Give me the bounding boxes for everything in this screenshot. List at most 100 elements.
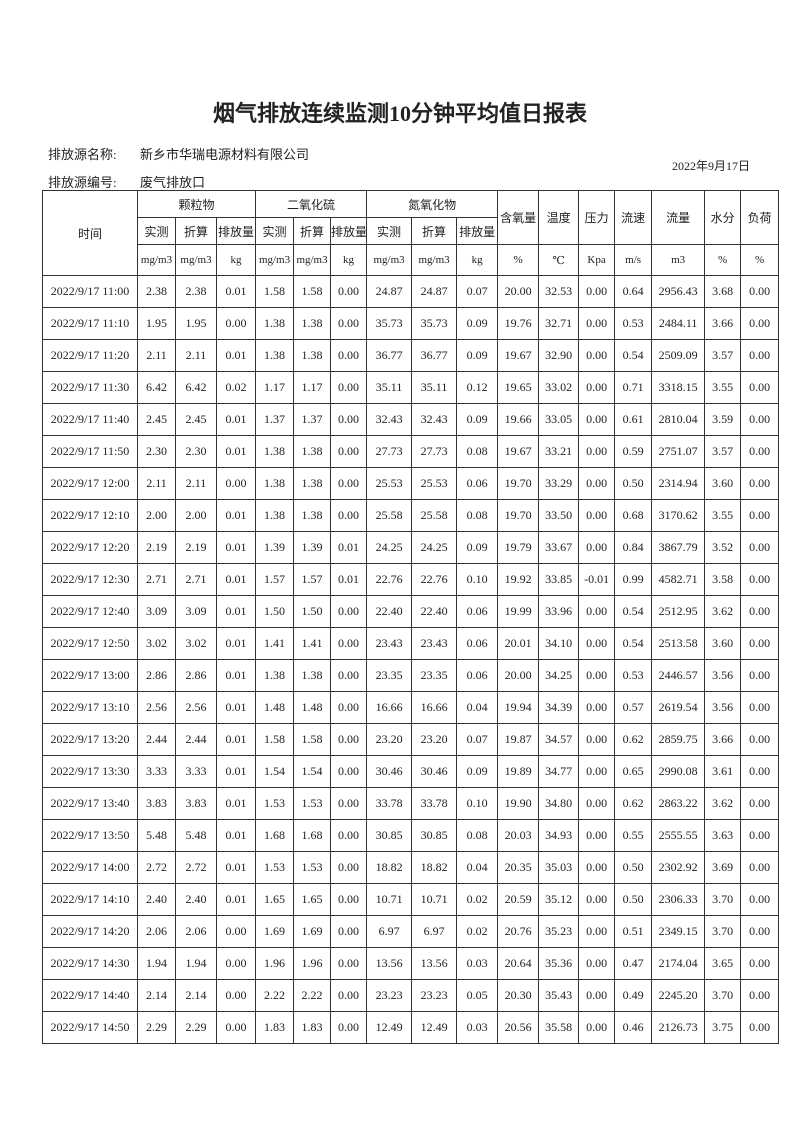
value-cell: 0.00 <box>330 979 368 1012</box>
value-cell: 0.00 <box>330 499 368 532</box>
value-cell: 19.70 <box>497 499 540 532</box>
value-cell: 3.55 <box>704 371 742 404</box>
value-cell: 24.87 <box>366 275 413 308</box>
time-cell: 2022/9/17 14:50 <box>42 1011 138 1044</box>
value-cell: 20.56 <box>497 1011 540 1044</box>
unit-cell: ℃ <box>538 244 580 276</box>
value-cell: 0.01 <box>215 627 257 660</box>
value-cell: 0.00 <box>740 883 780 916</box>
value-cell: 3.52 <box>704 531 742 564</box>
value-cell: 23.20 <box>411 723 458 756</box>
value-cell: 1.38 <box>293 499 332 532</box>
value-cell: 19.67 <box>497 339 540 372</box>
source-id: 废气排放口 <box>140 175 206 190</box>
value-cell: 2751.07 <box>651 435 706 468</box>
value-cell: 30.85 <box>411 819 458 852</box>
value-cell: 2314.94 <box>651 467 706 500</box>
value-cell: 2.71 <box>175 563 217 596</box>
value-cell: 32.43 <box>411 403 458 436</box>
value-cell: 10.71 <box>411 883 458 916</box>
value-cell: 3.09 <box>175 595 217 628</box>
value-cell: 0.12 <box>456 371 499 404</box>
value-cell: 1.38 <box>255 499 295 532</box>
value-cell: 2302.92 <box>651 851 706 884</box>
value-cell: 0.06 <box>456 659 499 692</box>
value-cell: 1.17 <box>293 371 332 404</box>
value-cell: 0.00 <box>578 787 616 820</box>
value-cell: 0.02 <box>215 371 257 404</box>
time-cell: 2022/9/17 12:00 <box>42 467 138 500</box>
column-header: 压力 <box>578 190 616 245</box>
value-cell: 2.11 <box>175 339 217 372</box>
value-cell: 35.23 <box>538 915 580 948</box>
value-cell: 0.62 <box>614 787 653 820</box>
value-cell: 35.12 <box>538 883 580 916</box>
value-cell: 33.50 <box>538 499 580 532</box>
sub-header: 折算 <box>293 217 332 245</box>
value-cell: -0.01 <box>578 563 616 596</box>
table-row: 2022/9/17 14:50 2.29 2.29 0.00 1.83 1.83 0.00 1… <box>42 1011 780 1044</box>
value-cell: 1.95 <box>175 307 217 340</box>
value-cell: 3.60 <box>704 467 742 500</box>
value-cell: 0.09 <box>456 339 499 372</box>
value-cell: 3.75 <box>704 1011 742 1044</box>
value-cell: 0.01 <box>215 275 257 308</box>
value-cell: 19.89 <box>497 755 540 788</box>
value-cell: 35.73 <box>366 307 413 340</box>
value-cell: 0.01 <box>215 499 257 532</box>
value-cell: 1.48 <box>255 691 295 724</box>
value-cell: 3.65 <box>704 947 742 980</box>
value-cell: 16.66 <box>411 691 458 724</box>
value-cell: 34.93 <box>538 819 580 852</box>
value-cell: 2349.15 <box>651 915 706 948</box>
value-cell: 1.38 <box>255 659 295 692</box>
value-cell: 0.08 <box>456 435 499 468</box>
table-row: 2022/9/17 14:30 1.94 1.94 0.00 1.96 1.96 0.00 1… <box>42 947 780 980</box>
value-cell: 0.03 <box>456 1011 499 1044</box>
value-cell: 0.01 <box>215 787 257 820</box>
value-cell: 0.49 <box>614 979 653 1012</box>
value-cell: 3.33 <box>137 755 176 788</box>
value-cell: 35.11 <box>411 371 458 404</box>
sub-header: 排放量 <box>456 217 499 245</box>
value-cell: 20.64 <box>497 947 540 980</box>
value-cell: 2512.95 <box>651 595 706 628</box>
value-cell: 2.72 <box>137 851 176 884</box>
value-cell: 1.53 <box>293 787 332 820</box>
time-cell: 2022/9/17 12:30 <box>42 563 138 596</box>
unit-cell: mg/m3 <box>366 244 413 276</box>
value-cell: 3.58 <box>704 563 742 596</box>
value-cell: 0.01 <box>215 403 257 436</box>
value-cell: 3.62 <box>704 595 742 628</box>
value-cell: 35.58 <box>538 1011 580 1044</box>
value-cell: 3867.79 <box>651 531 706 564</box>
value-cell: 1.58 <box>293 723 332 756</box>
table-row: 2022/9/17 12:30 2.71 2.71 0.01 1.57 1.57 0.01 2… <box>42 563 780 596</box>
value-cell: 2.11 <box>137 467 176 500</box>
value-cell: 6.97 <box>366 915 413 948</box>
value-cell: 0.00 <box>578 755 616 788</box>
value-cell: 1.37 <box>255 403 295 436</box>
value-cell: 19.70 <box>497 467 540 500</box>
value-cell: 1.53 <box>255 787 295 820</box>
value-cell: 1.38 <box>293 467 332 500</box>
unit-cell: kg <box>215 244 257 276</box>
group-header: 二氧化硫 <box>255 190 368 218</box>
value-cell: 23.20 <box>366 723 413 756</box>
unit-cell: mg/m3 <box>255 244 295 276</box>
value-cell: 3318.15 <box>651 371 706 404</box>
time-cell: 2022/9/17 13:20 <box>42 723 138 756</box>
value-cell: 0.00 <box>578 915 616 948</box>
value-cell: 2.56 <box>137 691 176 724</box>
value-cell: 0.54 <box>614 595 653 628</box>
value-cell: 0.00 <box>740 1011 780 1044</box>
value-cell: 34.10 <box>538 627 580 660</box>
table-row: 2022/9/17 13:20 2.44 2.44 0.01 1.58 1.58 0.00 2… <box>42 723 780 756</box>
value-cell: 25.58 <box>366 499 413 532</box>
value-cell: 2810.04 <box>651 403 706 436</box>
value-cell: 3.56 <box>704 659 742 692</box>
table-row: 时间 颗粒物 二氧化硫 氮氧化物 含氧量 温度 压力 流速 流量 水分 负荷 <box>42 190 780 276</box>
value-cell: 19.65 <box>497 371 540 404</box>
unit-cell: % <box>497 244 540 276</box>
value-cell: 0.46 <box>614 1011 653 1044</box>
